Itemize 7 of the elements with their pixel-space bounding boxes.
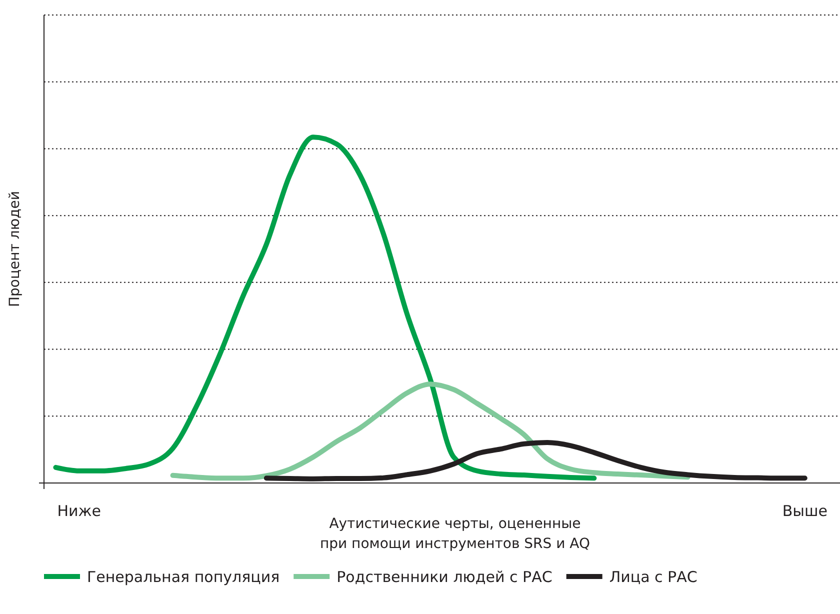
x-tick-label: Выше — [782, 502, 828, 520]
x-axis-title: Аутистические черты, оцененные при помощи инструментов SRS и AQ — [320, 516, 590, 552]
legend-label: Генеральная популяция — [87, 568, 280, 586]
legend-label: Лица с РАС — [609, 568, 698, 586]
y-axis-title: Процент людей — [7, 190, 23, 308]
x-tick-label: Ниже — [57, 502, 102, 520]
legend-label: Родственники людей с РАС — [336, 568, 552, 586]
